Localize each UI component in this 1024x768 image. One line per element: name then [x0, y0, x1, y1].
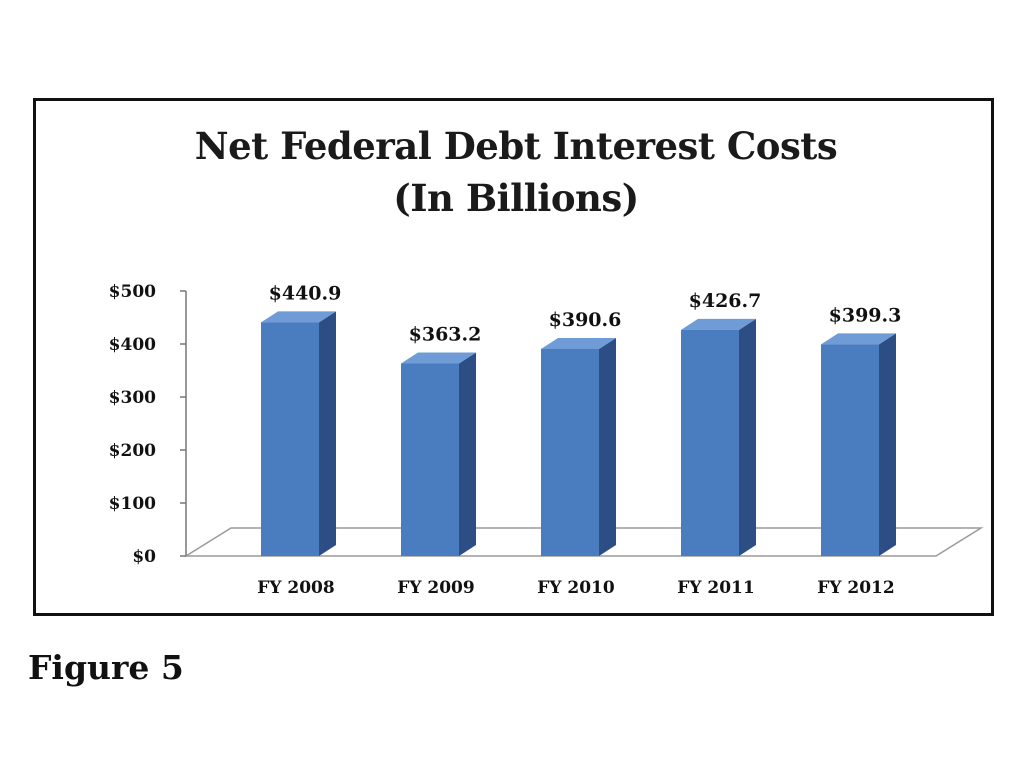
data-label: $363.2 — [409, 324, 482, 346]
figure-caption: Figure 5 — [28, 648, 184, 687]
bar-top — [401, 352, 476, 364]
bar — [541, 337, 616, 556]
bar-front — [261, 322, 319, 556]
bar-top — [821, 333, 896, 345]
bar-chart: Net Federal Debt Interest Costs (In Bill… — [109, 124, 984, 598]
chart-title: Net Federal Debt Interest Costs (In Bill… — [195, 124, 838, 220]
data-label: $426.7 — [689, 290, 762, 312]
x-tick-label: FY 2010 — [537, 578, 615, 598]
chart-title-line-2: (In Billions) — [393, 176, 639, 220]
bar — [261, 311, 336, 556]
y-tick-label: $400 — [109, 335, 156, 355]
data-label: $399.3 — [829, 304, 902, 326]
bar-top — [261, 311, 336, 323]
bar-side — [459, 352, 476, 556]
bar-front — [541, 348, 599, 556]
x-tick-label: FY 2012 — [817, 578, 894, 598]
data-labels: $440.9 FY 2008 $363.2 FY 2009 $390.6 FY 2010 $… — [257, 282, 901, 598]
y-tick-label: $100 — [109, 494, 156, 514]
bar-side — [739, 318, 756, 556]
bar — [401, 352, 476, 556]
bar-front — [401, 363, 459, 556]
bar-front — [821, 344, 879, 556]
y-tick-label: $500 — [109, 282, 156, 302]
bar-side — [319, 311, 336, 556]
chart-title-line-1: Net Federal Debt Interest Costs — [195, 124, 837, 168]
x-tick-label: FY 2008 — [257, 578, 334, 598]
data-label: $440.9 — [269, 282, 342, 304]
bar-top — [681, 318, 756, 330]
y-tick-label: $300 — [109, 388, 156, 408]
data-label: $390.6 — [549, 309, 622, 331]
bar-series — [261, 311, 896, 556]
y-tick-label: $0 — [132, 547, 156, 567]
bar-side — [599, 337, 616, 556]
bar — [681, 318, 756, 556]
x-tick-label: FY 2009 — [397, 578, 474, 598]
bar-front — [681, 329, 739, 556]
x-tick-label: FY 2011 — [677, 578, 754, 598]
y-tick-label: $200 — [109, 441, 156, 461]
bar-top — [541, 337, 616, 349]
bar-side — [879, 333, 896, 556]
chart-frame: Net Federal Debt Interest Costs (In Bill… — [33, 98, 994, 616]
bar — [821, 333, 896, 556]
